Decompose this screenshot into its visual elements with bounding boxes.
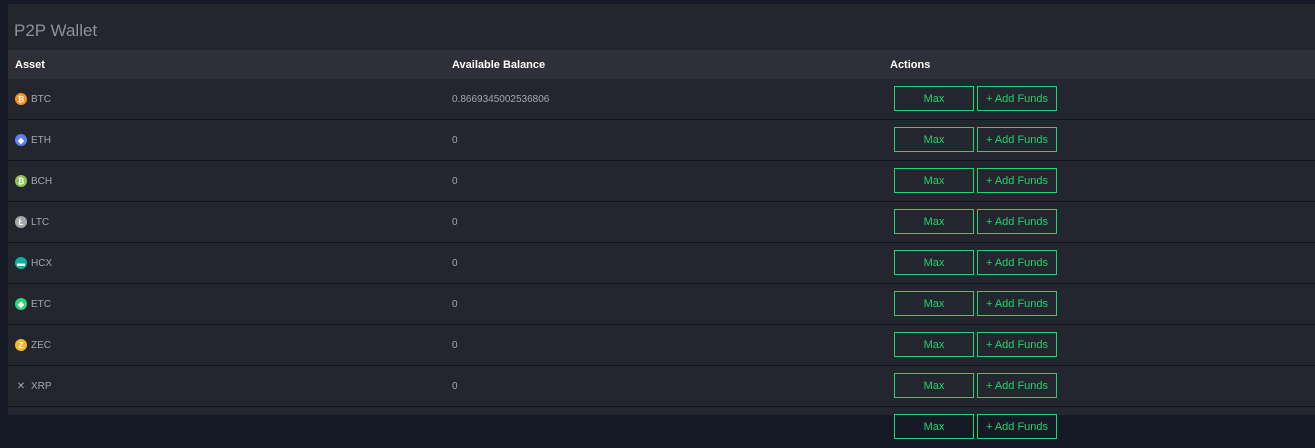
- asset-symbol: ETH: [31, 134, 51, 146]
- add-funds-button[interactable]: + Add Funds: [977, 250, 1057, 275]
- asset-cell: ₿ BCH: [15, 175, 52, 187]
- column-available-balance: Available Balance: [452, 59, 546, 71]
- ethereum-classic-icon: ◆: [15, 298, 27, 310]
- add-funds-button[interactable]: + Add Funds: [977, 332, 1057, 357]
- asset-symbol: LTC: [31, 216, 50, 228]
- available-balance: 0: [452, 381, 458, 392]
- add-funds-button[interactable]: + Add Funds: [977, 373, 1057, 398]
- table-row: ◆ ETH 0 Max + Add Funds: [8, 120, 1315, 161]
- available-balance: 0: [452, 135, 458, 146]
- asset-cell: ◆ ETC: [15, 298, 51, 310]
- add-funds-button[interactable]: + Add Funds: [977, 414, 1057, 439]
- asset-symbol: XRP: [31, 380, 52, 392]
- page-title: P2P Wallet: [14, 21, 98, 40]
- add-funds-button[interactable]: + Add Funds: [977, 209, 1057, 234]
- add-funds-button[interactable]: + Add Funds: [977, 291, 1057, 316]
- hcx-icon: ▬: [15, 257, 27, 269]
- table-row: ◆ ETC 0 Max + Add Funds: [8, 284, 1315, 325]
- ethereum-icon: ◆: [15, 134, 27, 146]
- table-row: Max + Add Funds: [8, 407, 1315, 448]
- zcash-icon: Z: [15, 339, 27, 351]
- bitcoin-icon: ₿: [15, 93, 27, 105]
- add-funds-button[interactable]: + Add Funds: [977, 86, 1057, 111]
- p2p-wallet-panel: P2P Wallet Asset Available Balance Actio…: [8, 4, 1315, 448]
- asset-cell: ◆ ETH: [15, 134, 51, 146]
- max-button[interactable]: Max: [894, 168, 974, 193]
- max-button[interactable]: Max: [894, 414, 974, 439]
- table-row: ✕ XRP 0 Max + Add Funds: [8, 366, 1315, 407]
- asset-cell: ▬ HCX: [15, 257, 52, 269]
- max-button[interactable]: Max: [894, 373, 974, 398]
- add-funds-button[interactable]: + Add Funds: [977, 168, 1057, 193]
- asset-symbol: BCH: [31, 175, 53, 187]
- available-balance: 0: [452, 217, 458, 228]
- max-button[interactable]: Max: [894, 250, 974, 275]
- available-balance: 0: [452, 258, 458, 269]
- ripple-icon: ✕: [16, 380, 26, 392]
- bitcoin-cash-icon: ₿: [15, 175, 27, 187]
- available-balance: 0: [452, 176, 458, 187]
- available-balance: 0: [452, 340, 458, 351]
- max-button[interactable]: Max: [894, 209, 974, 234]
- table-row: ▬ HCX 0 Max + Add Funds: [8, 243, 1315, 284]
- column-asset: Asset: [15, 59, 45, 71]
- litecoin-icon: Ł: [15, 216, 27, 228]
- max-button[interactable]: Max: [894, 127, 974, 152]
- asset-cell: ✕ XRP: [15, 380, 52, 392]
- column-actions: Actions: [890, 59, 931, 71]
- asset-symbol: ZEC: [31, 339, 51, 351]
- max-button[interactable]: Max: [894, 332, 974, 357]
- asset-cell: ₿ BTC: [15, 93, 51, 105]
- available-balance: 0.8669345002536806: [452, 94, 550, 105]
- asset-cell: Ł LTC: [15, 216, 49, 228]
- max-button[interactable]: Max: [894, 291, 974, 316]
- max-button[interactable]: Max: [894, 86, 974, 111]
- asset-cell: Z ZEC: [15, 339, 51, 351]
- table-row: ₿ BCH 0 Max + Add Funds: [8, 161, 1315, 202]
- table-row: ₿ BTC 0.8669345002536806 Max + Add Funds: [8, 79, 1315, 120]
- available-balance: 0: [452, 299, 458, 310]
- asset-symbol: ETC: [31, 298, 51, 310]
- table-row: Z ZEC 0 Max + Add Funds: [8, 325, 1315, 366]
- add-funds-button[interactable]: + Add Funds: [977, 127, 1057, 152]
- table-row: Ł LTC 0 Max + Add Funds: [8, 202, 1315, 243]
- asset-symbol: HCX: [31, 257, 53, 269]
- table-header: Asset Available Balance Actions: [8, 50, 1315, 79]
- asset-symbol: BTC: [31, 93, 51, 105]
